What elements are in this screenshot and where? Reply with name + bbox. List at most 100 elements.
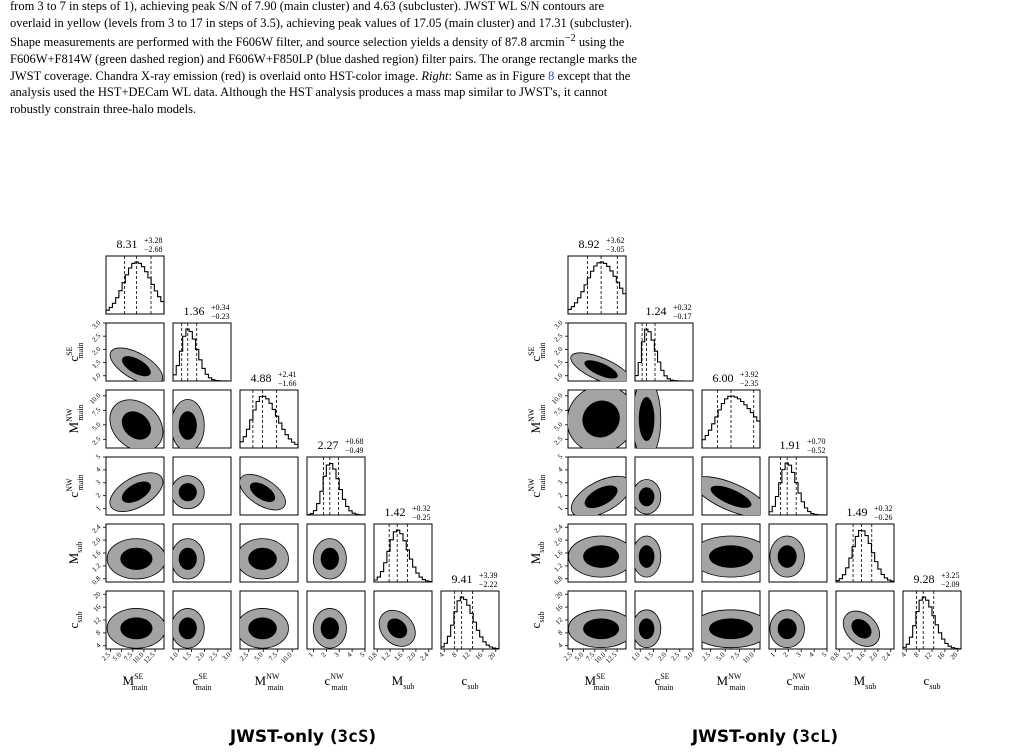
- y-axis-label: csub: [528, 612, 546, 629]
- y-axis-label: csub: [66, 612, 84, 629]
- upper-error-label: +0.34: [211, 303, 230, 312]
- axis-label-sup: NW: [527, 478, 536, 492]
- axis-label-sub: main: [729, 683, 745, 692]
- axis-label-sub: main: [538, 342, 547, 358]
- contour-group: [635, 390, 662, 448]
- contour-group: [568, 390, 626, 448]
- inner-contour: [584, 485, 618, 509]
- x-tick-label: 2: [320, 650, 328, 658]
- y-tick-label: 1.6: [553, 548, 565, 560]
- histogram-step: [902, 596, 962, 650]
- inner-contour: [583, 618, 620, 640]
- axis-label-sub: sub: [537, 612, 546, 623]
- y-tick-label: 2.4: [553, 523, 565, 535]
- inner-contour: [178, 411, 197, 440]
- x-tick-label: 4: [345, 650, 353, 658]
- y-tick-label: 2.5: [91, 332, 103, 344]
- x-tick-label: 5: [358, 650, 366, 658]
- caption-text: except that the: [554, 68, 631, 83]
- histogram-step: [172, 328, 232, 382]
- axis-label-sup: NW: [330, 672, 344, 681]
- x-tick-label: 2.0: [867, 650, 879, 662]
- axis-label-sup: SE: [134, 672, 143, 681]
- y-tick-label: 2.0: [91, 345, 103, 357]
- axis-label-sup: SE: [596, 672, 605, 681]
- posterior-median-label: 1.42: [385, 505, 406, 519]
- inner-contour: [708, 618, 754, 640]
- panel-frame: [701, 389, 761, 449]
- contour-panel: [239, 523, 299, 583]
- x-tick-label: 12.5: [604, 650, 619, 665]
- contour-group: [635, 609, 662, 649]
- lower-error-label: −0.49: [345, 446, 364, 455]
- axis-label-base: c: [192, 673, 198, 688]
- inner-contour: [120, 547, 153, 570]
- y-axis-label: MNW main: [527, 405, 547, 434]
- contour-group: [312, 608, 347, 649]
- y-tick-label: 1.2: [91, 561, 103, 573]
- y-tick-label: 2.5: [553, 435, 565, 447]
- inner-contour: [777, 618, 797, 640]
- inner-contour: [583, 545, 620, 568]
- inner-contour: [320, 547, 339, 570]
- axis-label-sub: main: [538, 405, 547, 421]
- contour-group: [769, 609, 805, 649]
- inner-contour: [777, 545, 797, 568]
- x-tick-label: 2.5: [669, 650, 681, 662]
- contour-panel: [634, 389, 694, 449]
- inner-contour: [121, 481, 151, 503]
- x-tick-label: 8: [912, 650, 920, 658]
- panel-frame: [373, 523, 433, 583]
- y-tick-label: 5.0: [553, 420, 565, 432]
- axis-label-sub: main: [76, 474, 85, 490]
- x-tick-label: 5.0: [715, 650, 727, 662]
- contour-panel: [172, 456, 232, 516]
- caption-italic: Right: [421, 68, 449, 83]
- lower-error-label: −0.25: [412, 513, 431, 522]
- x-tick-label: 2.5: [238, 650, 250, 662]
- inner-contour: [178, 547, 197, 570]
- inner-contour: [582, 400, 620, 438]
- x-axis-label: csub: [462, 673, 479, 691]
- y-tick-label: 1.0: [553, 371, 565, 383]
- x-axis-label: MSE main: [123, 672, 148, 692]
- posterior-median-label: 6.00: [713, 371, 734, 385]
- contour-panel: [239, 456, 299, 516]
- y-tick-label: 10.0: [88, 391, 103, 406]
- lower-error-label: −0.26: [874, 513, 893, 522]
- axis-label-sup: NW: [65, 408, 74, 422]
- x-tick-label: 1.6: [393, 650, 405, 662]
- axis-label-base: c: [66, 492, 81, 498]
- axis-label-base: M: [392, 673, 404, 688]
- y-tick-label: 1: [556, 504, 564, 512]
- axis-label-sub: main: [332, 683, 348, 692]
- contour-panel: [701, 456, 761, 516]
- axis-label-sub: main: [76, 342, 85, 358]
- figure-reference-link[interactable]: 8: [548, 68, 555, 83]
- x-axis-label: cSE main: [654, 672, 673, 692]
- panel-title-main: JWST-only (: [691, 727, 800, 747]
- x-tick-label: 4: [900, 650, 908, 658]
- y-tick-label: 20: [554, 590, 565, 601]
- posterior-median-label: 8.31: [117, 237, 138, 251]
- x-tick-label: 12: [923, 650, 934, 661]
- caption-line: analysis used the HST+DECam WL data. Alt…: [10, 85, 608, 100]
- upper-error-label: +0.32: [673, 303, 692, 312]
- y-tick-label: 0.8: [91, 574, 103, 586]
- contour-group: [173, 608, 205, 649]
- axis-label-sub: main: [76, 405, 85, 421]
- x-tick-label: 3.0: [221, 650, 233, 662]
- histogram-panel: 1.24 +0.32−0.17: [634, 303, 694, 382]
- x-axis-label: cNW main: [786, 672, 809, 692]
- x-axis-label: Msub: [392, 673, 415, 691]
- x-tick-label: 2.4: [418, 650, 430, 662]
- x-axis-label: cNW main: [324, 672, 347, 692]
- inner-contour: [178, 617, 197, 640]
- posterior-median-label: 1.49: [847, 505, 868, 519]
